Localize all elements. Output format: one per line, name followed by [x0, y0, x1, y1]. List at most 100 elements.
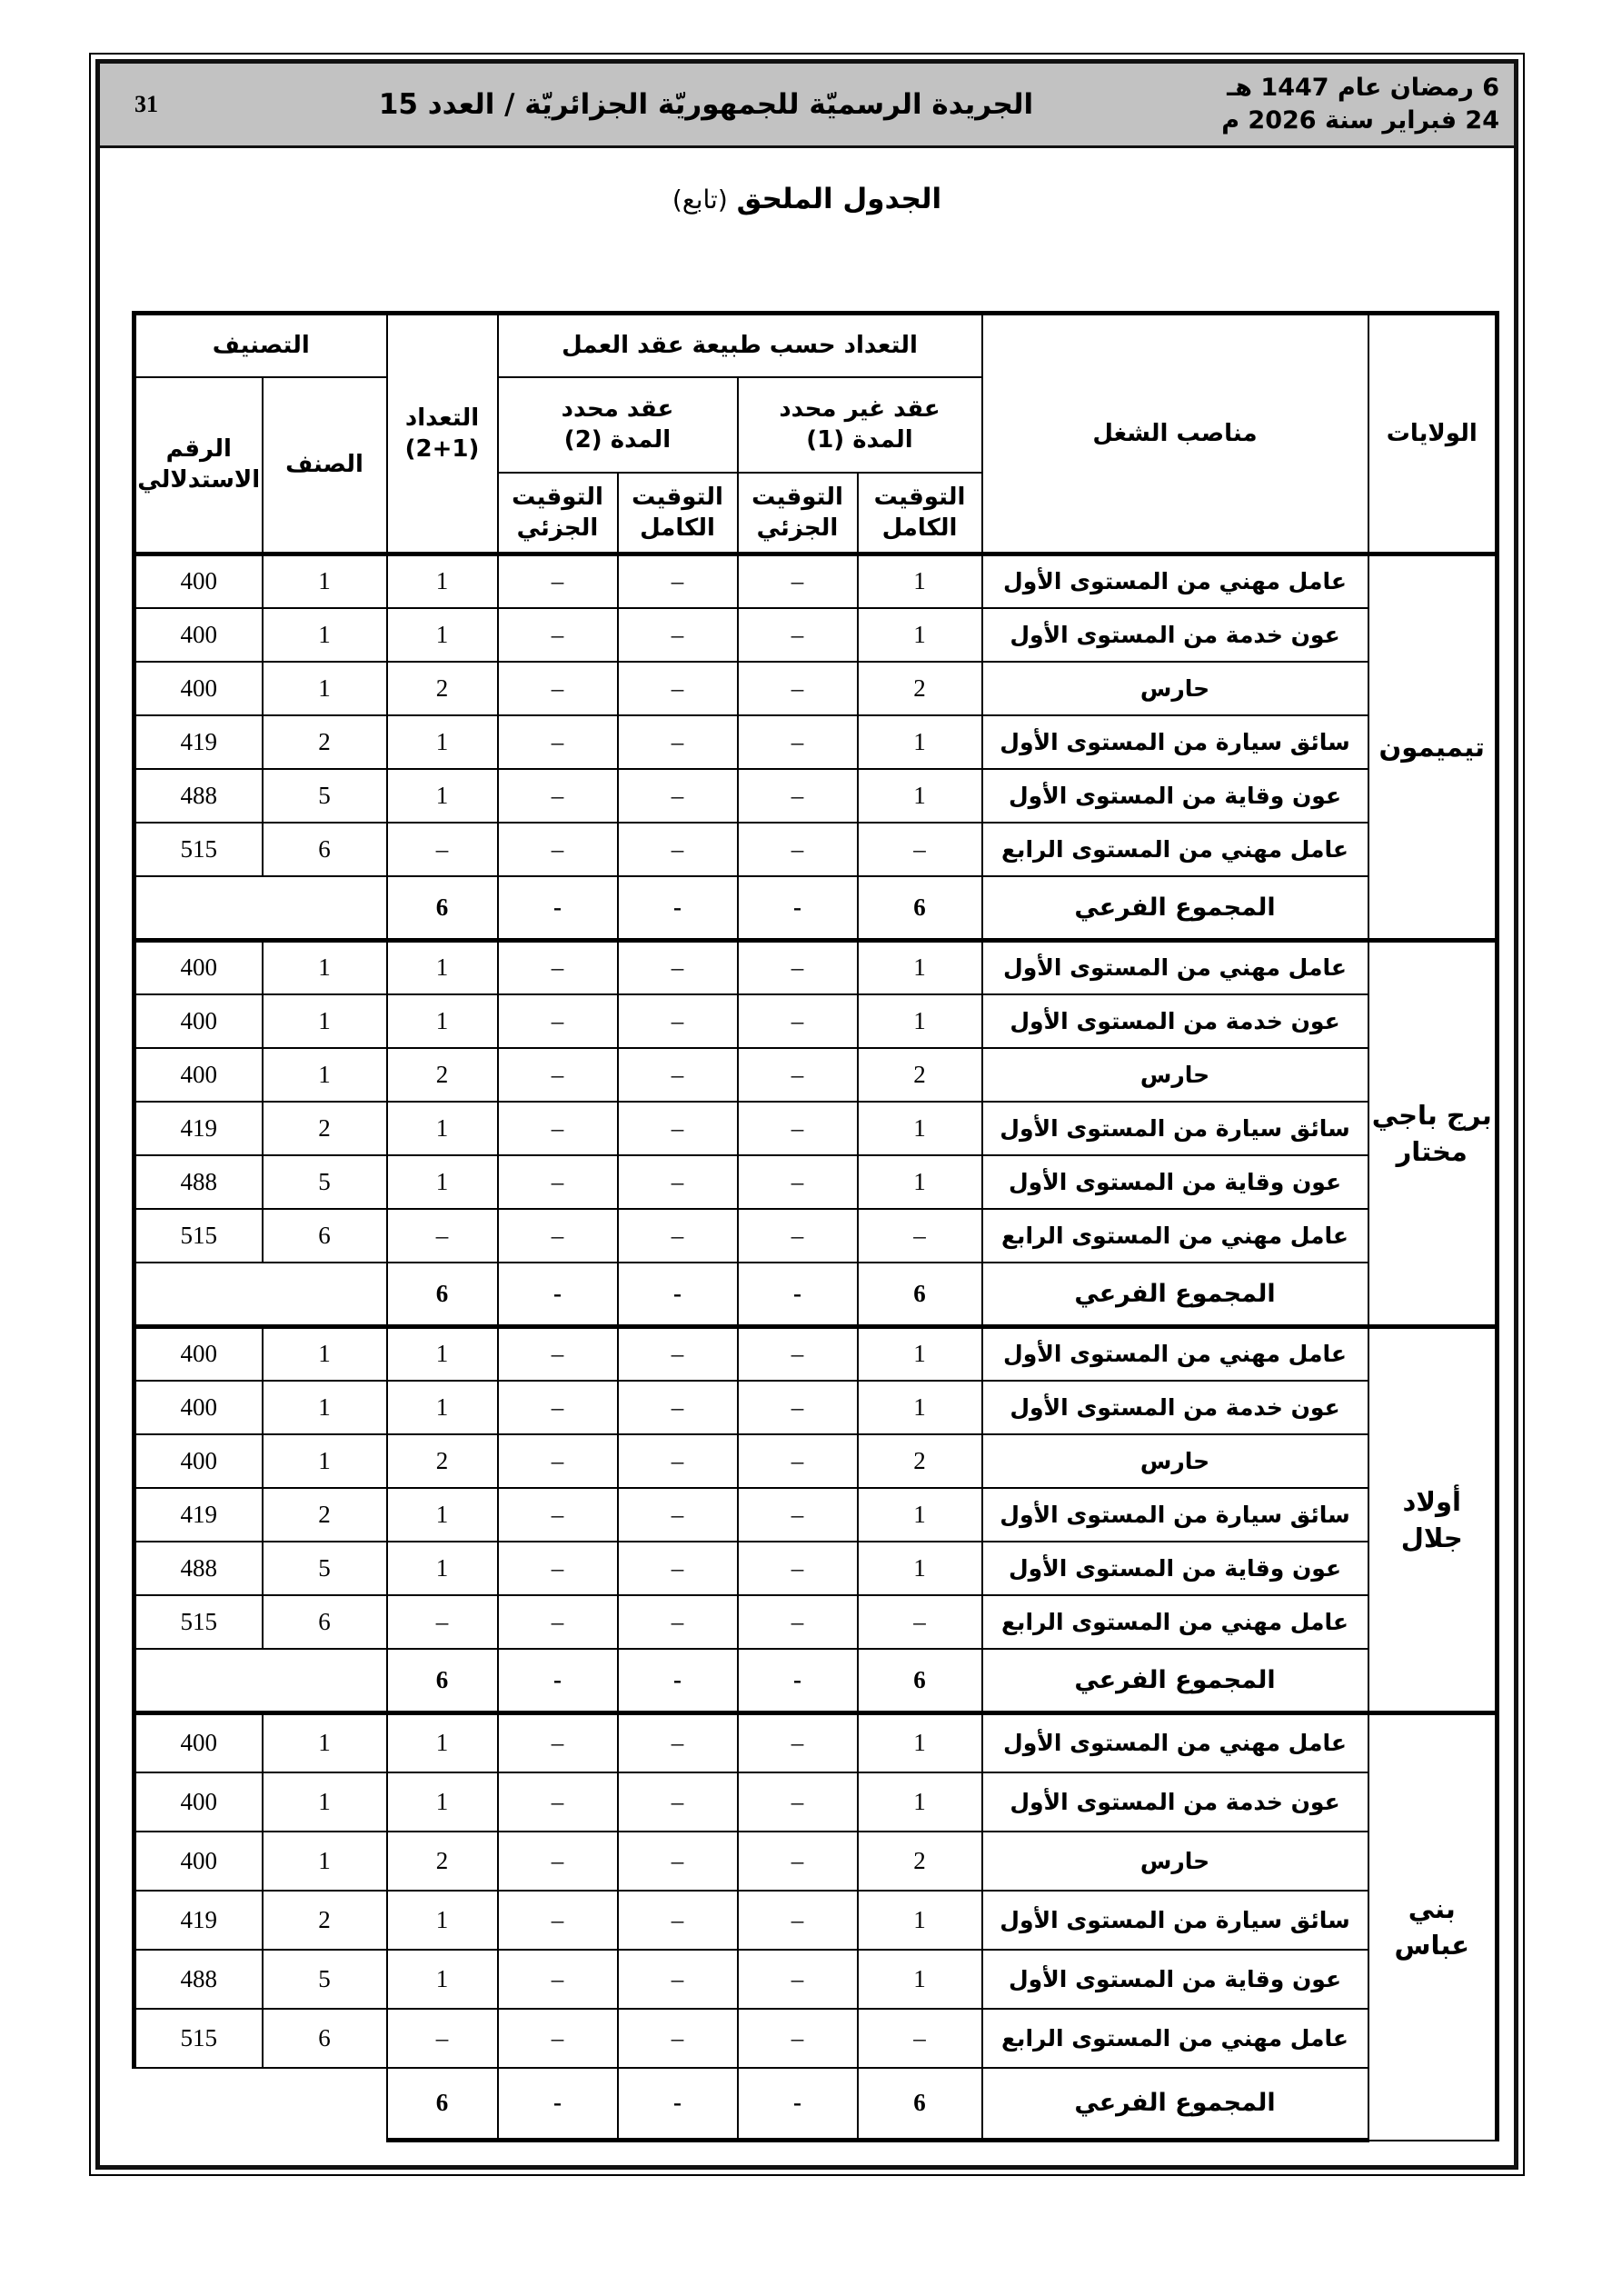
full-time-open-cell: 1 — [856, 1324, 983, 1382]
part-time-open-cell: – — [736, 1771, 859, 1832]
job-row: سائق سيارة من المستوى الأول 1– – –1 2 419 — [131, 1486, 1497, 1542]
header-wilayas: الولايات — [1367, 311, 1499, 555]
index-cell: 400 — [131, 1711, 264, 1773]
part-time-open-cell: – — [736, 1948, 859, 2010]
part-time-fixed-cell: – — [496, 714, 619, 770]
job-row: عون خدمة من المستوى الأول 1– – –1 1 400 — [131, 993, 1497, 1049]
full-time-open-cell: – — [856, 1593, 983, 1650]
header-full-time-fixed-line1: التوقيت — [632, 483, 723, 511]
issue-dates: 6 رمضان عام 1447 هـ 24 فبراير سنة 2026 م — [1158, 72, 1514, 137]
job-row: عامل مهني من المستوى الرابع – – – – –6 515 — [131, 821, 1497, 877]
header-full-time-fixed: التوقيت الكامل — [616, 471, 739, 555]
subtotal-full-time-open: 6 — [856, 1647, 983, 1714]
full-time-open-cell: 1 — [856, 767, 983, 824]
full-time-fixed-cell: – — [616, 1889, 739, 1951]
full-time-fixed-cell: – — [616, 1100, 739, 1156]
index-cell: 400 — [131, 1046, 264, 1103]
subtotal-full-time-fixed: - — [616, 1647, 739, 1714]
full-time-open-cell: 1 — [856, 1540, 983, 1596]
category-cell: 1 — [261, 1433, 388, 1489]
position-label: عامل مهني من المستوى الرابع — [980, 2007, 1369, 2069]
subtotal-total: 6 — [385, 1261, 499, 1328]
position-label: عون خدمة من المستوى الأول — [980, 993, 1369, 1049]
wilaya-cell: تيميمون — [1367, 552, 1499, 942]
subtotal-full-time-open: 6 — [856, 874, 983, 942]
subtotal-label: المجموع الفرعي — [980, 2066, 1369, 2142]
full-time-fixed-cell: – — [616, 1948, 739, 2010]
full-time-open-cell: 1 — [856, 1889, 983, 1951]
total-cell: 1 — [385, 1486, 499, 1542]
part-time-open-cell: – — [736, 1486, 859, 1542]
subtotal-label: المجموع الفرعي — [980, 1261, 1369, 1328]
part-time-fixed-cell: – — [496, 938, 619, 995]
index-cell: 400 — [131, 606, 264, 663]
position-label: عامل مهني من المستوى الأول — [980, 552, 1369, 609]
index-cell: 400 — [131, 1379, 264, 1435]
part-time-open-cell: – — [736, 1207, 859, 1263]
header-full-time-open: التوقيت الكامل — [856, 471, 983, 555]
job-row: عامل مهني من المستوى الرابع – – – – –6 515 — [131, 1207, 1497, 1263]
subtotal-label: المجموع الفرعي — [980, 874, 1369, 942]
job-row: عون وقاية من المستوى الأول 1– – –1 5 488 — [131, 767, 1497, 824]
full-time-open-cell: 1 — [856, 938, 983, 995]
job-row: عامل مهني من المستوى الرابع – – – – –6 515 — [131, 2007, 1497, 2069]
position-label: حارس — [980, 1433, 1369, 1489]
full-time-fixed-cell: – — [616, 1379, 739, 1435]
full-time-fixed-cell: – — [616, 2007, 739, 2069]
total-cell: 1 — [385, 993, 499, 1049]
wilaya-cell: بني عباس — [1367, 1711, 1499, 2141]
part-time-fixed-cell: – — [496, 1153, 619, 1210]
full-time-open-cell: 1 — [856, 1153, 983, 1210]
subtotal-row: المجموع الفرعي 6- - -6 — [131, 874, 1497, 942]
subtotal-full-time-fixed: - — [616, 2066, 739, 2142]
header-total-line1: التعداد — [404, 404, 480, 432]
job-row: عون وقاية من المستوى الأول 1– – –1 5 488 — [131, 1948, 1497, 2010]
full-time-fixed-cell: – — [616, 1486, 739, 1542]
full-time-open-cell: 1 — [856, 1379, 983, 1435]
category-cell: 2 — [261, 1100, 388, 1156]
category-cell: 2 — [261, 714, 388, 770]
job-row: عامل مهني من المستوى الرابع – – – – –6 515 — [131, 1593, 1497, 1650]
subtotal-full-time-fixed: - — [616, 1261, 739, 1328]
total-cell: – — [385, 1593, 499, 1650]
category-cell: 5 — [261, 767, 388, 824]
header-full-time-open-line2: الكامل — [881, 514, 958, 542]
full-time-open-cell: 1 — [856, 993, 983, 1049]
subtotal-row: المجموع الفرعي 6- - -6 — [131, 1647, 1497, 1714]
full-time-fixed-cell: – — [616, 660, 739, 716]
part-time-fixed-cell: – — [496, 1433, 619, 1489]
full-time-fixed-cell: – — [616, 1153, 739, 1210]
position-label: عامل مهني من المستوى الأول — [980, 938, 1369, 995]
part-time-open-cell: – — [736, 1889, 859, 1951]
part-time-open-cell: – — [736, 1540, 859, 1596]
header-full-time-fixed-line2: الكامل — [640, 514, 715, 542]
category-cell: 1 — [261, 606, 388, 663]
total-cell: 1 — [385, 714, 499, 770]
part-time-fixed-cell: – — [496, 821, 619, 877]
category-cell: 5 — [261, 1153, 388, 1210]
header-fixed-contract: عقد محدد المدة (2) — [496, 375, 739, 474]
header-open-contract: عقد غير محدد المدة (1) — [736, 375, 983, 474]
total-cell: – — [385, 821, 499, 877]
category-cell: 2 — [261, 1486, 388, 1542]
category-cell: 1 — [261, 1379, 388, 1435]
subtotal-full-time-open: 6 — [856, 1261, 983, 1328]
full-time-fixed-cell: – — [616, 767, 739, 824]
job-row: أولاد جلال عامل مهني من المستوى الأول 1– – –… — [131, 1324, 1499, 1714]
part-time-open-cell: – — [736, 2007, 859, 2069]
position-label: عامل مهني من المستوى الأول — [980, 1711, 1369, 1773]
job-row: برج باجي مختار عامل مهني من المستوى الأول 1… — [131, 938, 1499, 1328]
part-time-fixed-cell: – — [496, 1207, 619, 1263]
position-label: سائق سيارة من المستوى الأول — [980, 714, 1369, 770]
total-cell: 1 — [385, 552, 499, 609]
index-cell: 488 — [131, 1540, 264, 1596]
doc-title-note: (تابع) — [672, 185, 728, 215]
subtotal-full-time-fixed: - — [616, 874, 739, 942]
full-time-fixed-cell: – — [616, 606, 739, 663]
part-time-open-cell: – — [736, 938, 859, 995]
wilaya-cell: أولاد جلال — [1367, 1324, 1499, 1714]
subtotal-row: المجموع الفرعي 6- - -6 — [131, 1261, 1497, 1328]
part-time-open-cell: – — [736, 1100, 859, 1156]
header-part-time-fixed-line2: الجزئي — [516, 514, 599, 542]
